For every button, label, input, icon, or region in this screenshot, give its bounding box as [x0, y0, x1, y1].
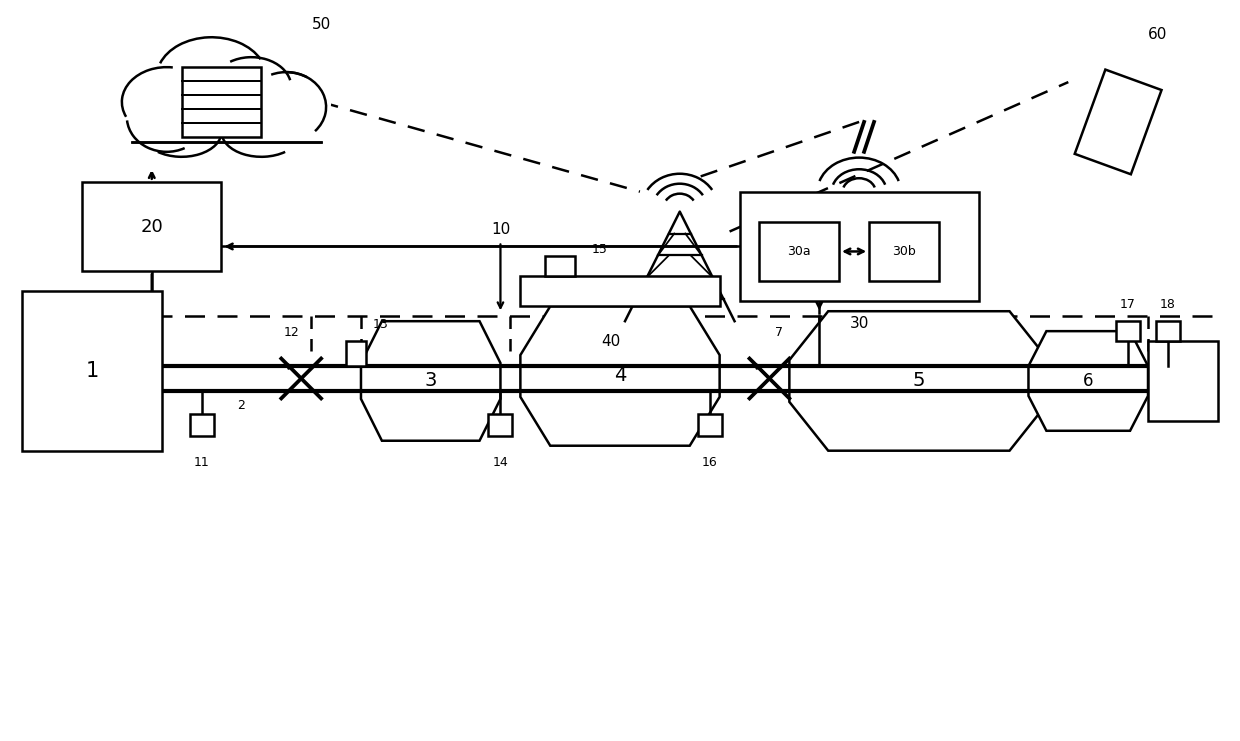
Bar — [82, 182, 222, 271]
Text: 12: 12 — [284, 325, 299, 339]
Bar — [739, 192, 978, 302]
Text: 3: 3 — [424, 371, 436, 391]
Bar — [1156, 321, 1180, 341]
Text: 13: 13 — [373, 318, 389, 331]
Bar — [869, 222, 939, 282]
Bar — [698, 413, 722, 436]
Text: 40: 40 — [600, 333, 620, 348]
Bar — [489, 413, 512, 436]
Text: 60: 60 — [1148, 27, 1168, 42]
Text: 30a: 30a — [787, 245, 811, 258]
Text: 10: 10 — [491, 222, 510, 236]
Text: 16: 16 — [702, 456, 718, 468]
Text: 1: 1 — [86, 361, 99, 381]
Text: 5: 5 — [913, 371, 925, 391]
Text: 6: 6 — [1083, 372, 1094, 390]
Bar — [1148, 341, 1218, 421]
Text: 2: 2 — [238, 399, 246, 412]
Circle shape — [207, 87, 296, 177]
Text: 7: 7 — [775, 325, 784, 339]
Bar — [759, 222, 839, 282]
Text: 15: 15 — [593, 244, 608, 256]
Bar — [22, 291, 161, 451]
Circle shape — [146, 87, 237, 177]
Bar — [122, 137, 331, 172]
Polygon shape — [1075, 70, 1162, 174]
Polygon shape — [521, 306, 719, 446]
Text: 18: 18 — [1159, 298, 1176, 311]
Bar — [521, 276, 719, 306]
Polygon shape — [1028, 331, 1148, 431]
Text: 17: 17 — [1120, 298, 1136, 311]
Bar — [346, 341, 366, 366]
Circle shape — [141, 13, 281, 152]
Circle shape — [112, 52, 222, 162]
Bar — [181, 67, 262, 137]
Bar — [190, 413, 213, 436]
Text: 50: 50 — [311, 17, 331, 33]
Text: 30b: 30b — [892, 245, 916, 258]
Text: 30: 30 — [849, 316, 869, 331]
Text: 11: 11 — [193, 456, 210, 468]
Text: 20: 20 — [140, 218, 164, 236]
Text: 14: 14 — [492, 456, 508, 468]
Circle shape — [232, 52, 331, 152]
Bar — [546, 256, 575, 276]
Polygon shape — [361, 321, 501, 441]
Polygon shape — [790, 311, 1048, 451]
Text: 4: 4 — [614, 367, 626, 385]
Bar — [1116, 321, 1140, 341]
